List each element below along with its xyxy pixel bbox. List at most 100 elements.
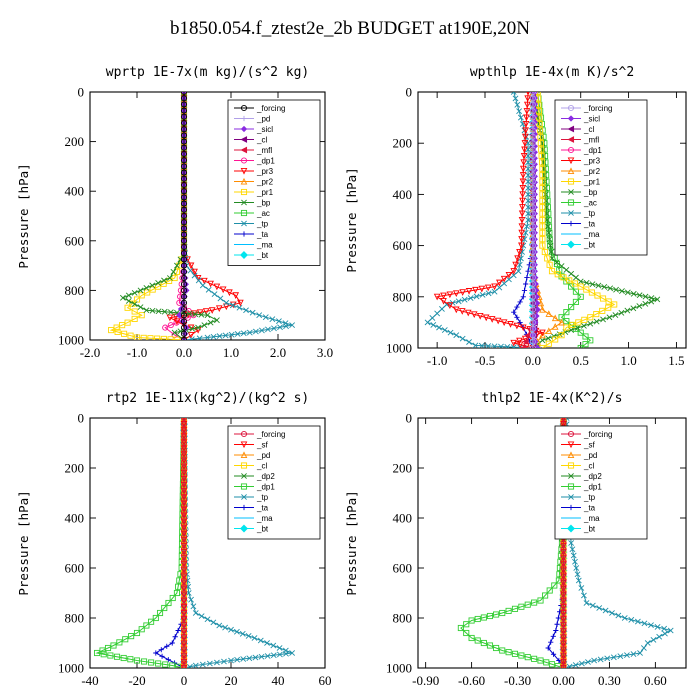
data-point [173, 268, 181, 275]
legend-label: _cl [583, 462, 594, 471]
data-point [264, 640, 270, 646]
data-point [518, 236, 525, 243]
data-point [222, 303, 230, 311]
y-tick-label: 1000 [386, 661, 412, 676]
x-tick-label: 0.30 [598, 673, 621, 688]
data-point [175, 663, 182, 668]
data-point [529, 223, 536, 230]
data-point [159, 653, 165, 659]
y-tick-label: 800 [65, 283, 85, 298]
data-point [120, 654, 127, 662]
data-point [121, 330, 128, 337]
data-point [219, 286, 227, 294]
legend-label: _pr3 [583, 157, 601, 166]
data-point [615, 612, 622, 619]
data-point [577, 293, 584, 300]
data-point [518, 210, 526, 218]
data-point [529, 268, 536, 275]
legend-label: _pr1 [256, 188, 274, 197]
data-point [140, 658, 148, 665]
data-point [519, 178, 527, 186]
data-point [529, 312, 536, 320]
data-point [529, 140, 536, 147]
data-point [548, 661, 556, 668]
data-point [529, 242, 536, 249]
x-tick-label: -20 [128, 673, 145, 688]
data-point [545, 327, 553, 334]
x-tick-label: 3.0 [317, 345, 333, 360]
data-point [180, 101, 188, 108]
y-tick-label: 200 [65, 134, 85, 149]
data-point [542, 592, 549, 599]
data-point [496, 279, 503, 287]
data-point [539, 331, 546, 339]
data-point [514, 255, 521, 263]
data-point [491, 343, 498, 348]
data-point [491, 288, 498, 295]
data-point [246, 655, 253, 662]
data-point [593, 318, 600, 325]
y-tick-label: 200 [393, 461, 413, 476]
data-point [180, 138, 188, 145]
data-point [568, 283, 575, 290]
data-point [572, 558, 578, 565]
data-point [180, 546, 188, 553]
data-point [131, 301, 138, 307]
data-point [543, 172, 550, 179]
data-point [539, 242, 546, 249]
data-point [180, 596, 188, 603]
data-point [536, 127, 544, 134]
data-point [180, 496, 188, 503]
data-point [234, 656, 241, 663]
data-point [201, 277, 208, 285]
data-point [174, 336, 181, 340]
legend-marker [240, 177, 248, 185]
data-point [545, 229, 552, 236]
data-point [195, 324, 202, 331]
data-point [131, 308, 138, 315]
data-point [113, 653, 121, 660]
data-point [531, 599, 538, 606]
data-point [558, 332, 565, 339]
data-point [496, 284, 503, 291]
data-point [161, 604, 168, 612]
legend-label: _forcing [583, 104, 612, 113]
data-point [589, 281, 596, 288]
x-tick-label: 40 [272, 673, 285, 688]
data-point [578, 660, 585, 667]
data-point [545, 216, 552, 224]
data-point [188, 336, 195, 340]
data-point [190, 310, 198, 318]
data-point [180, 427, 188, 434]
data-point [613, 286, 619, 293]
data-point [133, 629, 141, 637]
x-tick-label: 0.5 [573, 353, 589, 368]
legend-marker [240, 146, 248, 154]
data-point [519, 165, 527, 173]
series-forcing [529, 92, 536, 348]
data-point [554, 271, 561, 278]
data-point [100, 651, 107, 658]
data-point [276, 645, 283, 651]
data-point [180, 627, 188, 634]
data-point [537, 597, 544, 604]
legend-marker [568, 473, 574, 479]
data-point [609, 610, 615, 616]
data-point [210, 619, 217, 626]
y-tick-label: 1000 [58, 333, 84, 348]
data-point [516, 248, 523, 256]
legend-label: _ta [583, 220, 596, 229]
data-point [617, 653, 624, 660]
data-point [595, 282, 602, 289]
legend-label: _dp2 [256, 472, 275, 481]
legend-marker [567, 178, 575, 185]
data-point [529, 255, 536, 262]
data-point [546, 236, 553, 243]
legend-label: _pr3 [256, 167, 274, 176]
data-point [180, 514, 188, 522]
legend-label: _forcing [256, 430, 285, 439]
data-point [585, 659, 591, 665]
legend-label: _pr2 [256, 178, 274, 187]
legend-label: _pd [583, 451, 597, 460]
data-point [582, 333, 589, 340]
